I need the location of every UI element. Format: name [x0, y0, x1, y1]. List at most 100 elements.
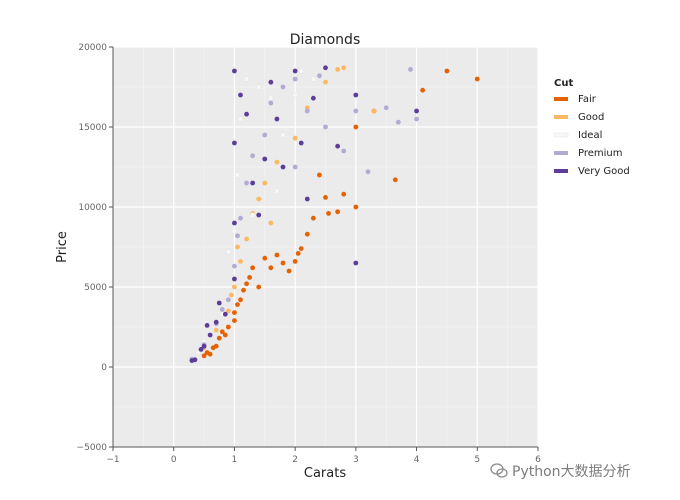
data-point [353, 124, 359, 130]
x-tick-label: 6 [535, 455, 541, 465]
data-point [213, 327, 219, 333]
data-point [234, 172, 241, 178]
data-point [247, 275, 253, 280]
data-point [323, 124, 328, 130]
data-points [189, 65, 480, 363]
legend-swatch [554, 151, 568, 155]
data-point [250, 265, 256, 271]
x-tick-label: 3 [353, 455, 359, 465]
x-tick-label: 5 [474, 455, 480, 465]
y-tick-label: 0 [101, 363, 107, 373]
legend-swatch [553, 132, 569, 138]
grid-lines [112, 46, 539, 448]
data-point [232, 140, 237, 146]
data-point [250, 180, 256, 186]
data-point [250, 153, 256, 159]
data-point [207, 332, 213, 338]
data-point [268, 79, 274, 85]
data-point [232, 318, 237, 323]
data-point [292, 164, 298, 170]
data-point [225, 308, 231, 314]
data-point [274, 188, 280, 194]
x-tick-label: 1 [232, 455, 238, 465]
y-tick-label: 15000 [78, 123, 107, 133]
data-point [268, 100, 274, 106]
data-point [280, 84, 286, 90]
data-point [335, 143, 341, 149]
x-tick-label: 2 [292, 455, 298, 465]
data-point [219, 329, 225, 335]
data-point [195, 350, 201, 356]
data-point [286, 268, 292, 274]
data-point [268, 95, 274, 101]
data-point [326, 211, 331, 216]
x-axis-label: Carats [304, 466, 346, 481]
data-point [365, 169, 371, 175]
x-tick-label: 0 [171, 455, 177, 465]
data-point [298, 68, 304, 74]
data-point [256, 212, 262, 218]
data-point [232, 284, 237, 290]
watermark: Python大数据分析 [490, 458, 675, 484]
data-point [262, 132, 268, 138]
data-point [237, 116, 244, 122]
data-point [304, 108, 310, 114]
data-point [280, 164, 286, 170]
data-point [244, 236, 249, 242]
data-point [341, 148, 347, 154]
watermark-text: Python大数据分析 [512, 464, 631, 480]
legend-label: Premium [578, 148, 623, 159]
data-point [323, 195, 328, 200]
legend-label: Very Good [578, 166, 630, 177]
data-point [232, 263, 237, 269]
data-point [341, 191, 347, 197]
wechat-icon [490, 463, 508, 478]
data-point [274, 159, 280, 165]
data-point [383, 105, 389, 111]
data-point [310, 95, 316, 101]
data-point [243, 76, 250, 82]
data-point [408, 67, 413, 72]
data-point [232, 276, 237, 282]
axes: −1 0 1 2 3 4 5 6 −5000 0 5000 10000 15000 20000 [77, 43, 542, 465]
chart-title: Diamonds [290, 32, 361, 48]
data-point [317, 172, 322, 178]
data-point [304, 231, 310, 237]
legend-swatch [554, 115, 568, 119]
y-tick-label: −5000 [77, 443, 108, 453]
data-point [210, 345, 216, 351]
data-point [395, 119, 401, 125]
data-point [353, 204, 359, 210]
data-point [298, 140, 304, 146]
data-point [192, 357, 198, 363]
data-point [228, 292, 234, 298]
data-point [262, 255, 268, 261]
data-point [232, 310, 237, 315]
data-point [216, 335, 222, 341]
data-point [225, 297, 231, 303]
data-point [204, 323, 210, 328]
data-point [353, 260, 359, 266]
data-point [201, 353, 207, 359]
data-point [335, 209, 341, 215]
data-point [341, 65, 347, 71]
x-tick-label: −1 [106, 455, 119, 465]
data-point [232, 68, 237, 74]
data-point [213, 319, 219, 325]
data-point [201, 343, 207, 349]
y-tick-label: 5000 [84, 283, 107, 293]
data-point [268, 220, 274, 226]
legend-label: Fair [578, 94, 597, 105]
data-point [323, 79, 328, 85]
data-point [292, 92, 298, 98]
data-point [256, 84, 262, 90]
data-point [317, 73, 322, 79]
data-point [256, 284, 262, 290]
data-point [392, 177, 398, 183]
data-point [216, 300, 222, 306]
data-point [268, 265, 274, 271]
data-point [238, 92, 243, 98]
data-point [222, 332, 228, 338]
data-point [323, 65, 328, 71]
